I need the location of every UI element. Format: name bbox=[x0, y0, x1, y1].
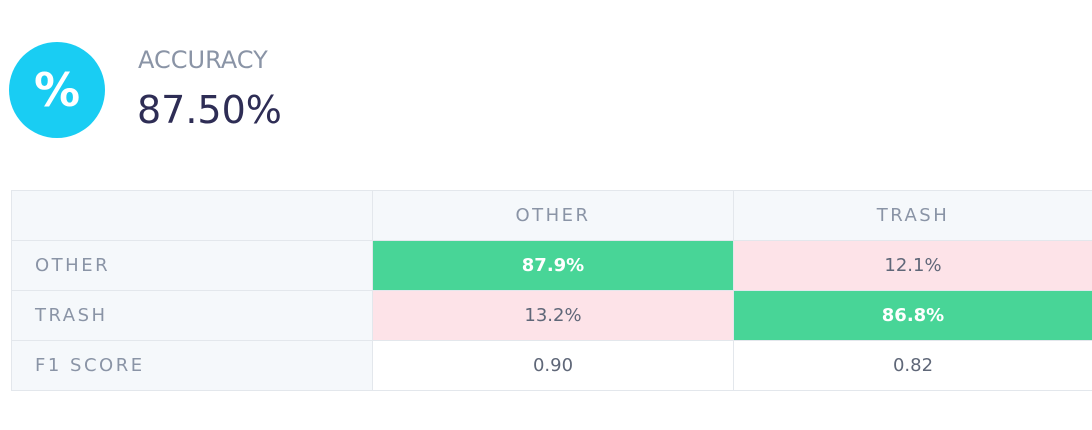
row-header: TRASH bbox=[11, 290, 373, 341]
column-header: OTHER bbox=[372, 190, 734, 241]
corner-cell bbox=[11, 190, 373, 241]
confusion-matrix: OTHER TRASH OTHER 87.9% 12.1% TRASH 13.2% 86.8%… bbox=[11, 190, 1092, 391]
matrix-row: OTHER 87.9% 12.1% bbox=[11, 240, 1092, 291]
header-row: OTHER TRASH bbox=[11, 190, 1092, 241]
row-header: F1 SCORE bbox=[11, 340, 373, 391]
accuracy-value: 87.50% bbox=[137, 88, 282, 132]
row-header: OTHER bbox=[11, 240, 373, 291]
matrix-cell: 86.8% bbox=[733, 290, 1092, 341]
table-body: OTHER TRASH OTHER 87.9% 12.1% TRASH 13.2% 86.8%… bbox=[11, 190, 1092, 391]
accuracy-label: ACCURACY bbox=[138, 46, 268, 74]
column-header: TRASH bbox=[733, 190, 1092, 241]
f1-cell: 0.90 bbox=[372, 340, 734, 391]
matrix-row: TRASH 13.2% 86.8% bbox=[11, 290, 1092, 341]
matrix-cell: 87.9% bbox=[372, 240, 734, 291]
f1-cell: 0.82 bbox=[733, 340, 1092, 391]
f1-row: F1 SCORE 0.90 0.82 bbox=[11, 340, 1092, 391]
matrix-cell: 12.1% bbox=[733, 240, 1092, 291]
matrix-cell: 13.2% bbox=[372, 290, 734, 341]
accuracy-icon: % bbox=[9, 42, 105, 138]
